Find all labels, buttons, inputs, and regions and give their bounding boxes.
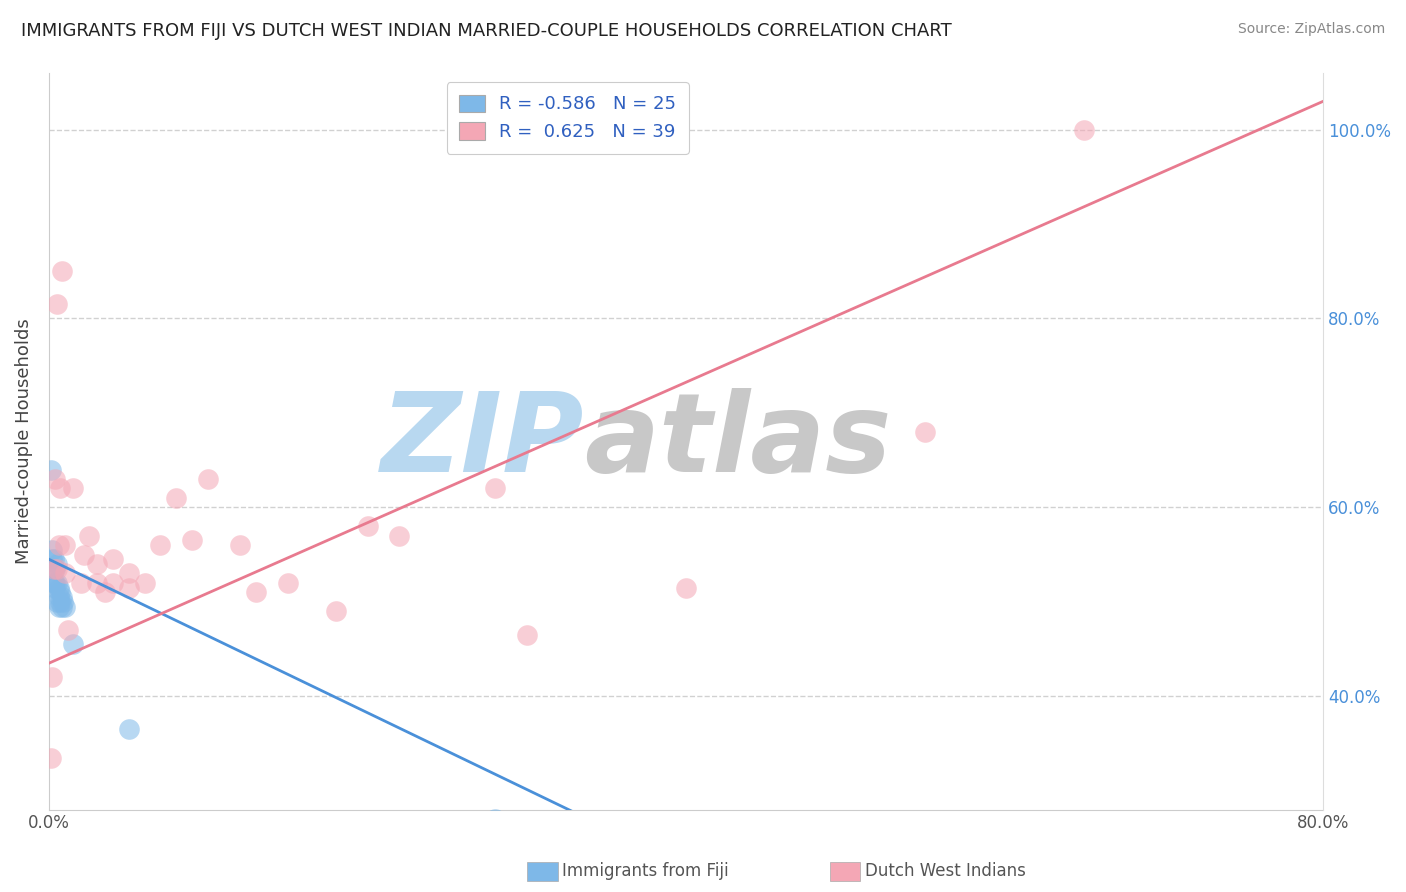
Text: atlas: atlas bbox=[583, 388, 891, 495]
Point bbox=[42, 575, 65, 590]
Point bbox=[41, 562, 63, 576]
Point bbox=[48, 538, 70, 552]
Point bbox=[117, 581, 139, 595]
Point bbox=[245, 585, 267, 599]
Point bbox=[39, 462, 62, 476]
Point bbox=[51, 590, 73, 604]
Point bbox=[53, 538, 76, 552]
Point bbox=[45, 575, 67, 590]
Point bbox=[77, 529, 100, 543]
Point bbox=[484, 482, 506, 496]
Point bbox=[51, 264, 73, 278]
Point bbox=[42, 562, 65, 576]
Point bbox=[101, 552, 124, 566]
Y-axis label: Married-couple Households: Married-couple Households bbox=[15, 318, 32, 564]
Point bbox=[62, 482, 84, 496]
Point bbox=[93, 585, 115, 599]
Point bbox=[49, 585, 72, 599]
Point bbox=[45, 557, 67, 571]
Point bbox=[49, 482, 72, 496]
Legend: R = -0.586   N = 25, R =  0.625   N = 39: R = -0.586 N = 25, R = 0.625 N = 39 bbox=[447, 82, 689, 154]
Point bbox=[484, 812, 506, 826]
Point bbox=[101, 575, 124, 590]
Text: ZIP: ZIP bbox=[381, 388, 583, 495]
Point bbox=[44, 575, 66, 590]
Point bbox=[39, 750, 62, 764]
Point bbox=[48, 581, 70, 595]
Point bbox=[48, 599, 70, 614]
Text: IMMIGRANTS FROM FIJI VS DUTCH WEST INDIAN MARRIED-COUPLE HOUSEHOLDS CORRELATION : IMMIGRANTS FROM FIJI VS DUTCH WEST INDIA… bbox=[21, 22, 952, 40]
Point bbox=[149, 538, 172, 552]
Point bbox=[44, 581, 66, 595]
Point bbox=[48, 590, 70, 604]
Point bbox=[69, 575, 91, 590]
Point bbox=[42, 552, 65, 566]
Point bbox=[42, 562, 65, 576]
Text: Dutch West Indians: Dutch West Indians bbox=[865, 863, 1025, 880]
Point bbox=[1073, 122, 1095, 136]
Point bbox=[117, 566, 139, 581]
Text: Source: ZipAtlas.com: Source: ZipAtlas.com bbox=[1237, 22, 1385, 37]
Point bbox=[134, 575, 156, 590]
Point bbox=[56, 623, 79, 637]
Point bbox=[45, 562, 67, 576]
Point bbox=[52, 595, 75, 609]
Point bbox=[49, 595, 72, 609]
Point bbox=[45, 297, 67, 311]
Point bbox=[41, 542, 63, 557]
Point bbox=[325, 604, 347, 618]
Point bbox=[229, 538, 252, 552]
Point bbox=[53, 566, 76, 581]
Point bbox=[914, 425, 936, 439]
Point bbox=[41, 670, 63, 684]
Point bbox=[73, 548, 96, 562]
Point bbox=[388, 529, 411, 543]
Point bbox=[277, 575, 299, 590]
Point bbox=[197, 472, 219, 486]
Point bbox=[51, 599, 73, 614]
Point bbox=[41, 552, 63, 566]
Point bbox=[181, 533, 204, 548]
Point bbox=[44, 472, 66, 486]
Point bbox=[45, 595, 67, 609]
Text: Immigrants from Fiji: Immigrants from Fiji bbox=[562, 863, 730, 880]
Point bbox=[356, 519, 378, 533]
Point bbox=[44, 562, 66, 576]
Point bbox=[165, 491, 187, 505]
Point bbox=[86, 575, 108, 590]
Point bbox=[117, 723, 139, 737]
Point bbox=[62, 637, 84, 651]
Point bbox=[675, 581, 697, 595]
Point bbox=[53, 599, 76, 614]
Point bbox=[516, 628, 538, 642]
Point bbox=[86, 557, 108, 571]
